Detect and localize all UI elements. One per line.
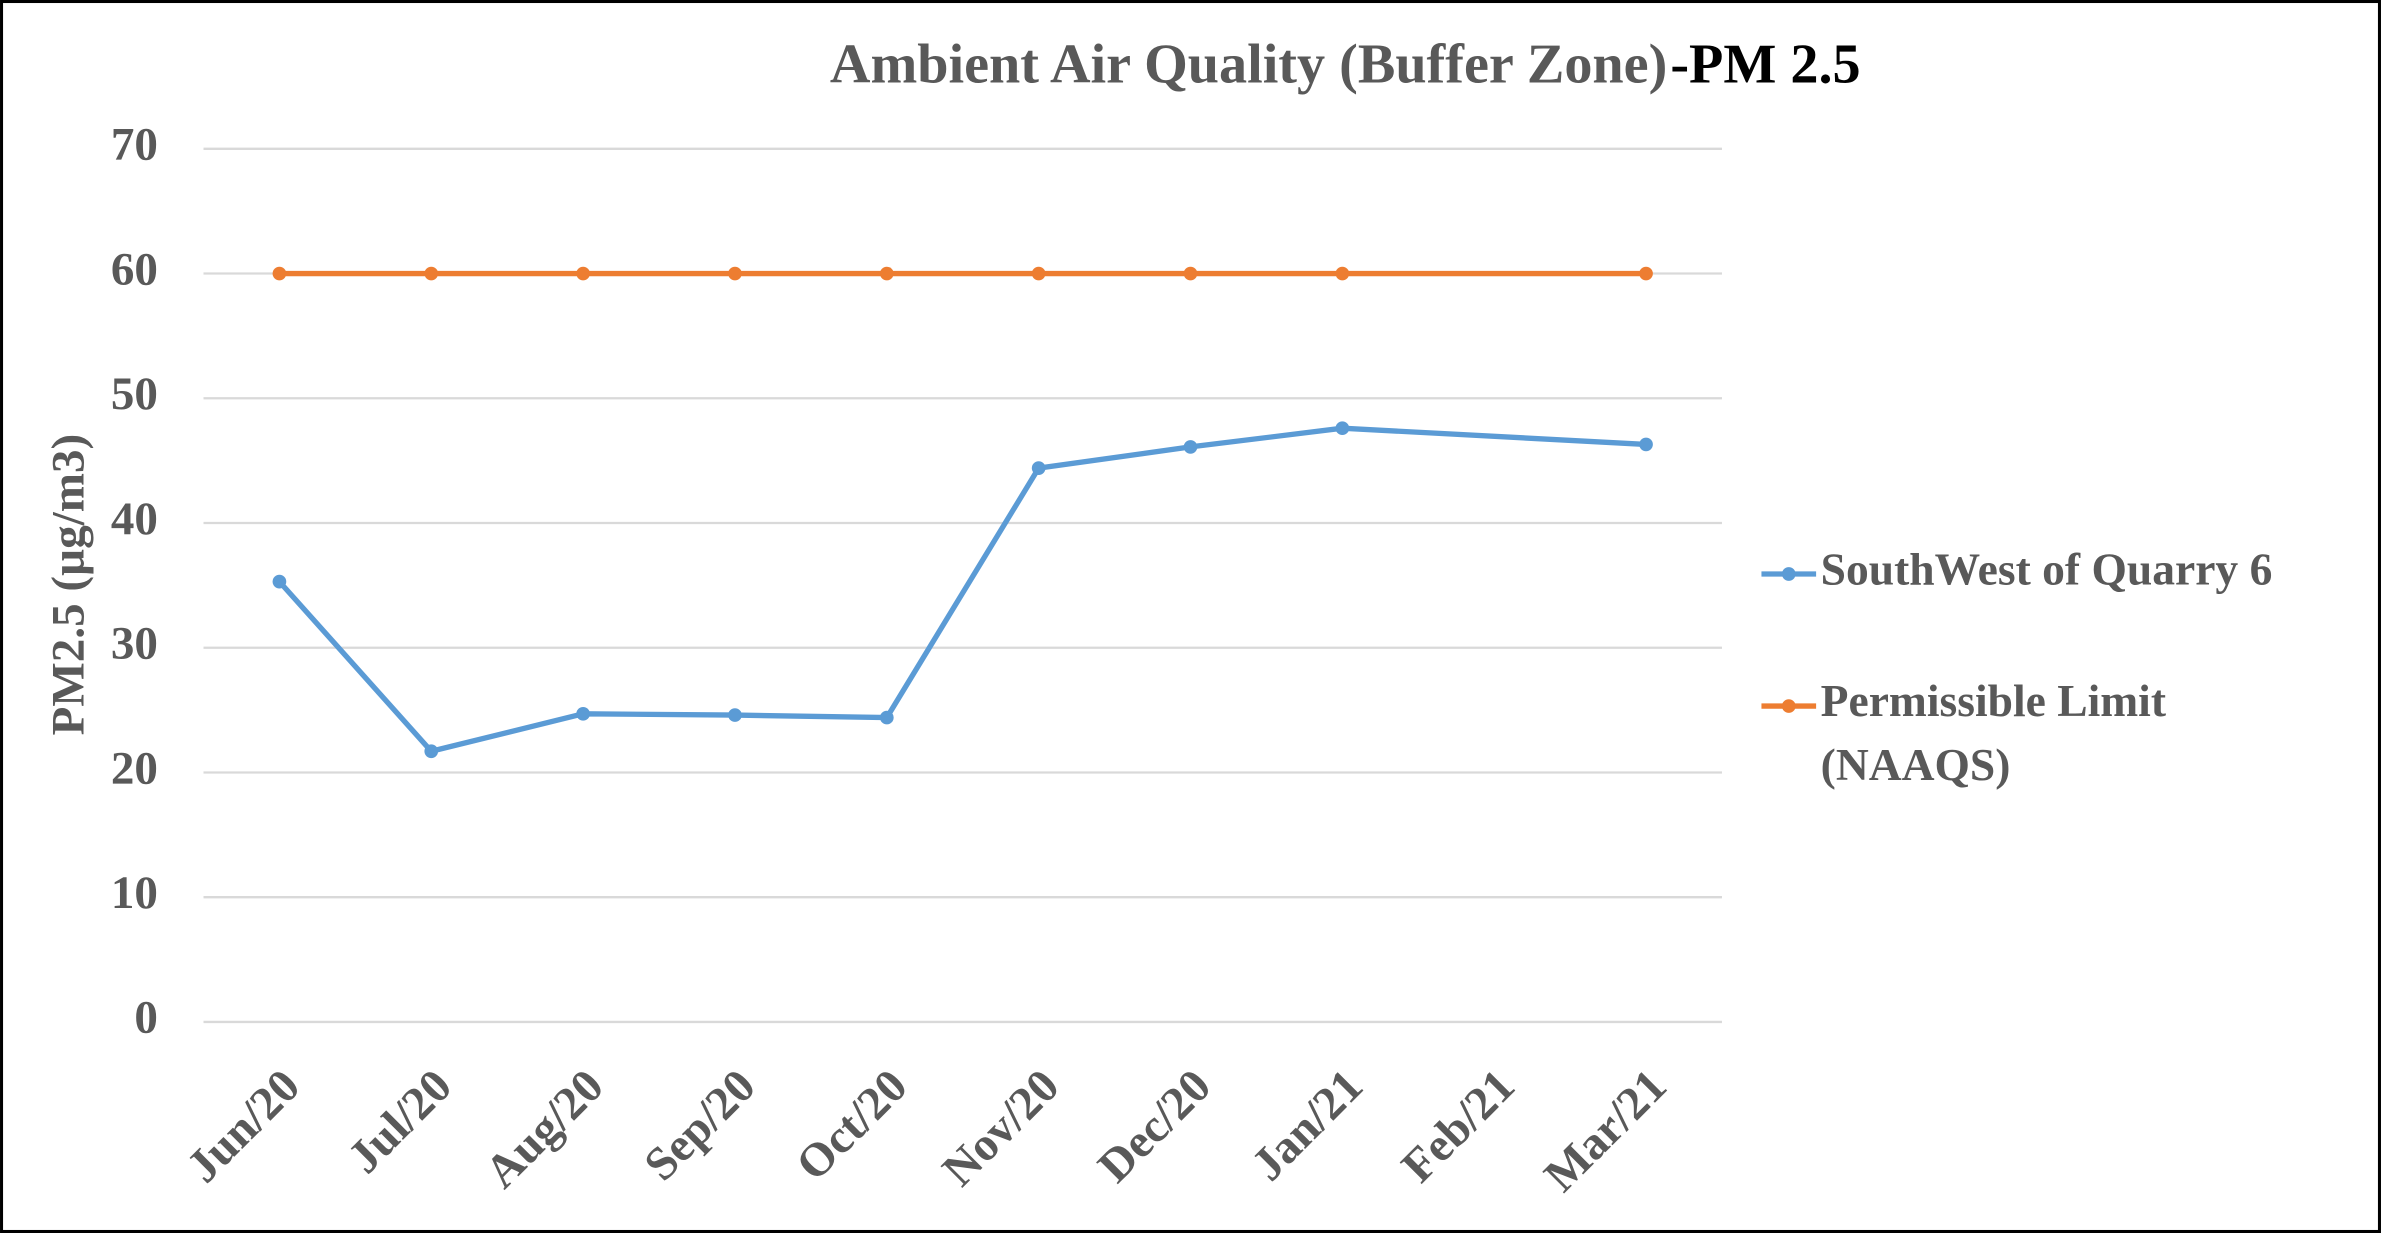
point xyxy=(272,266,287,281)
chart-title-suffix: -PM 2.5 xyxy=(1670,34,1860,96)
point xyxy=(272,574,287,589)
y-tick-label: 60 xyxy=(111,243,158,295)
y-tick-label: 50 xyxy=(111,368,158,420)
y-axis-label: PM2.5 (µg/m3) xyxy=(43,434,95,736)
point xyxy=(879,710,894,725)
point xyxy=(1183,440,1198,454)
point xyxy=(1183,266,1198,281)
point xyxy=(1639,437,1653,452)
legend-label: Permissible Limit (NAAQS) xyxy=(1821,676,2166,791)
y-tick-label: 20 xyxy=(111,742,158,794)
point xyxy=(576,266,590,281)
point xyxy=(728,266,742,281)
legend-marker xyxy=(1781,567,1796,581)
point xyxy=(576,707,590,721)
y-tick-label: 70 xyxy=(111,119,158,171)
y-tick-label: 40 xyxy=(111,493,158,545)
legend-marker xyxy=(1781,699,1796,713)
chart-title: Ambient Air Quality (Buffer Zone) xyxy=(830,34,1667,96)
point xyxy=(424,266,439,281)
y-tick-label: 10 xyxy=(111,867,158,919)
y-tick-label: 30 xyxy=(111,618,158,670)
y-tick-label: 0 xyxy=(134,992,158,1044)
point xyxy=(1031,461,1046,475)
point xyxy=(1335,266,1350,281)
point xyxy=(1031,266,1046,281)
legend-label: SouthWest of Quarry 6 xyxy=(1821,543,2273,594)
point xyxy=(1335,421,1350,436)
point xyxy=(728,708,742,722)
point xyxy=(1639,266,1653,281)
point xyxy=(424,744,439,759)
point xyxy=(879,266,894,281)
